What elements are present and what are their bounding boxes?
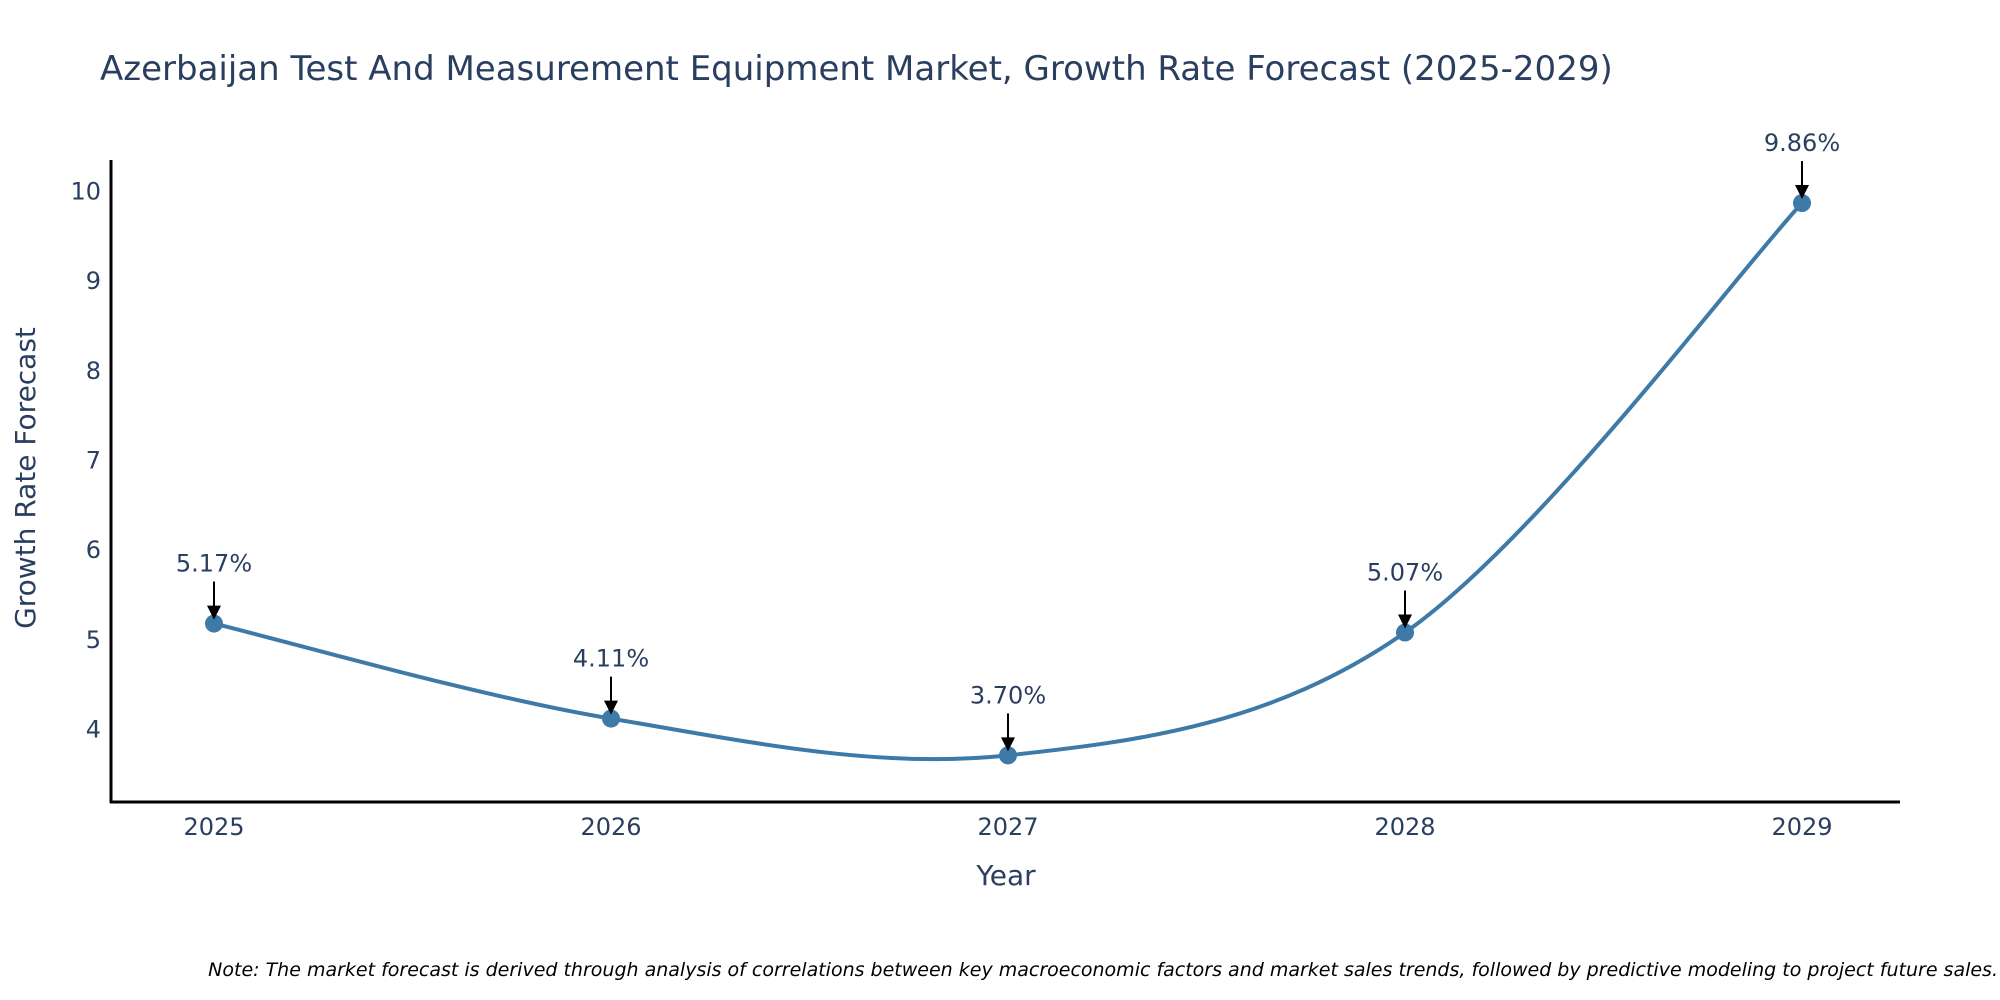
x-tick-label: 2029 (1771, 813, 1832, 841)
x-tick-label: 2027 (977, 813, 1038, 841)
annotation-arrowhead (1398, 614, 1412, 629)
data-label: 4.11% (573, 645, 649, 673)
annotation-arrowhead (604, 700, 618, 715)
x-tick-label: 2025 (183, 813, 244, 841)
data-label: 9.86% (1764, 129, 1840, 157)
data-point (1396, 623, 1414, 642)
x-axis-ticks: 2025 2026 2027 2028 2029 (183, 813, 1832, 841)
data-point (602, 709, 620, 728)
y-axis-ticks: 4 5 6 7 8 9 10 (70, 177, 101, 743)
data-markers (205, 194, 1811, 765)
data-point (999, 746, 1017, 765)
data-label: 5.17% (176, 550, 252, 578)
x-axis-title: Year (975, 859, 1036, 892)
chart-title: Azerbaijan Test And Measurement Equipmen… (100, 49, 1613, 89)
series-line (212, 201, 1804, 762)
y-tick-label: 9 (86, 267, 101, 295)
data-annotations: 5.17% 4.11% 3.70% 5.07% 9.86% (176, 129, 1840, 752)
data-label: 5.07% (1367, 559, 1443, 587)
y-tick-label: 5 (86, 626, 101, 654)
series-line-group (212, 201, 1804, 762)
y-tick-label: 10 (70, 177, 101, 205)
y-tick-label: 8 (86, 357, 101, 385)
annotation-arrowhead (1001, 737, 1015, 752)
x-tick-label: 2026 (580, 813, 641, 841)
y-tick-label: 6 (86, 536, 101, 564)
axes (109, 160, 1900, 804)
x-tick-label: 2028 (1374, 813, 1435, 841)
y-tick-label: 7 (86, 446, 101, 474)
annotation-arrowhead (1795, 185, 1809, 200)
y-tick-label: 4 (86, 715, 101, 743)
data-point (205, 614, 223, 633)
y-axis-title: Growth Rate Forecast (9, 327, 42, 629)
data-point (1793, 194, 1811, 213)
data-label: 3.70% (970, 681, 1046, 709)
annotation-arrowhead (207, 605, 221, 620)
footnote: Note: The market forecast is derived thr… (208, 959, 1998, 981)
